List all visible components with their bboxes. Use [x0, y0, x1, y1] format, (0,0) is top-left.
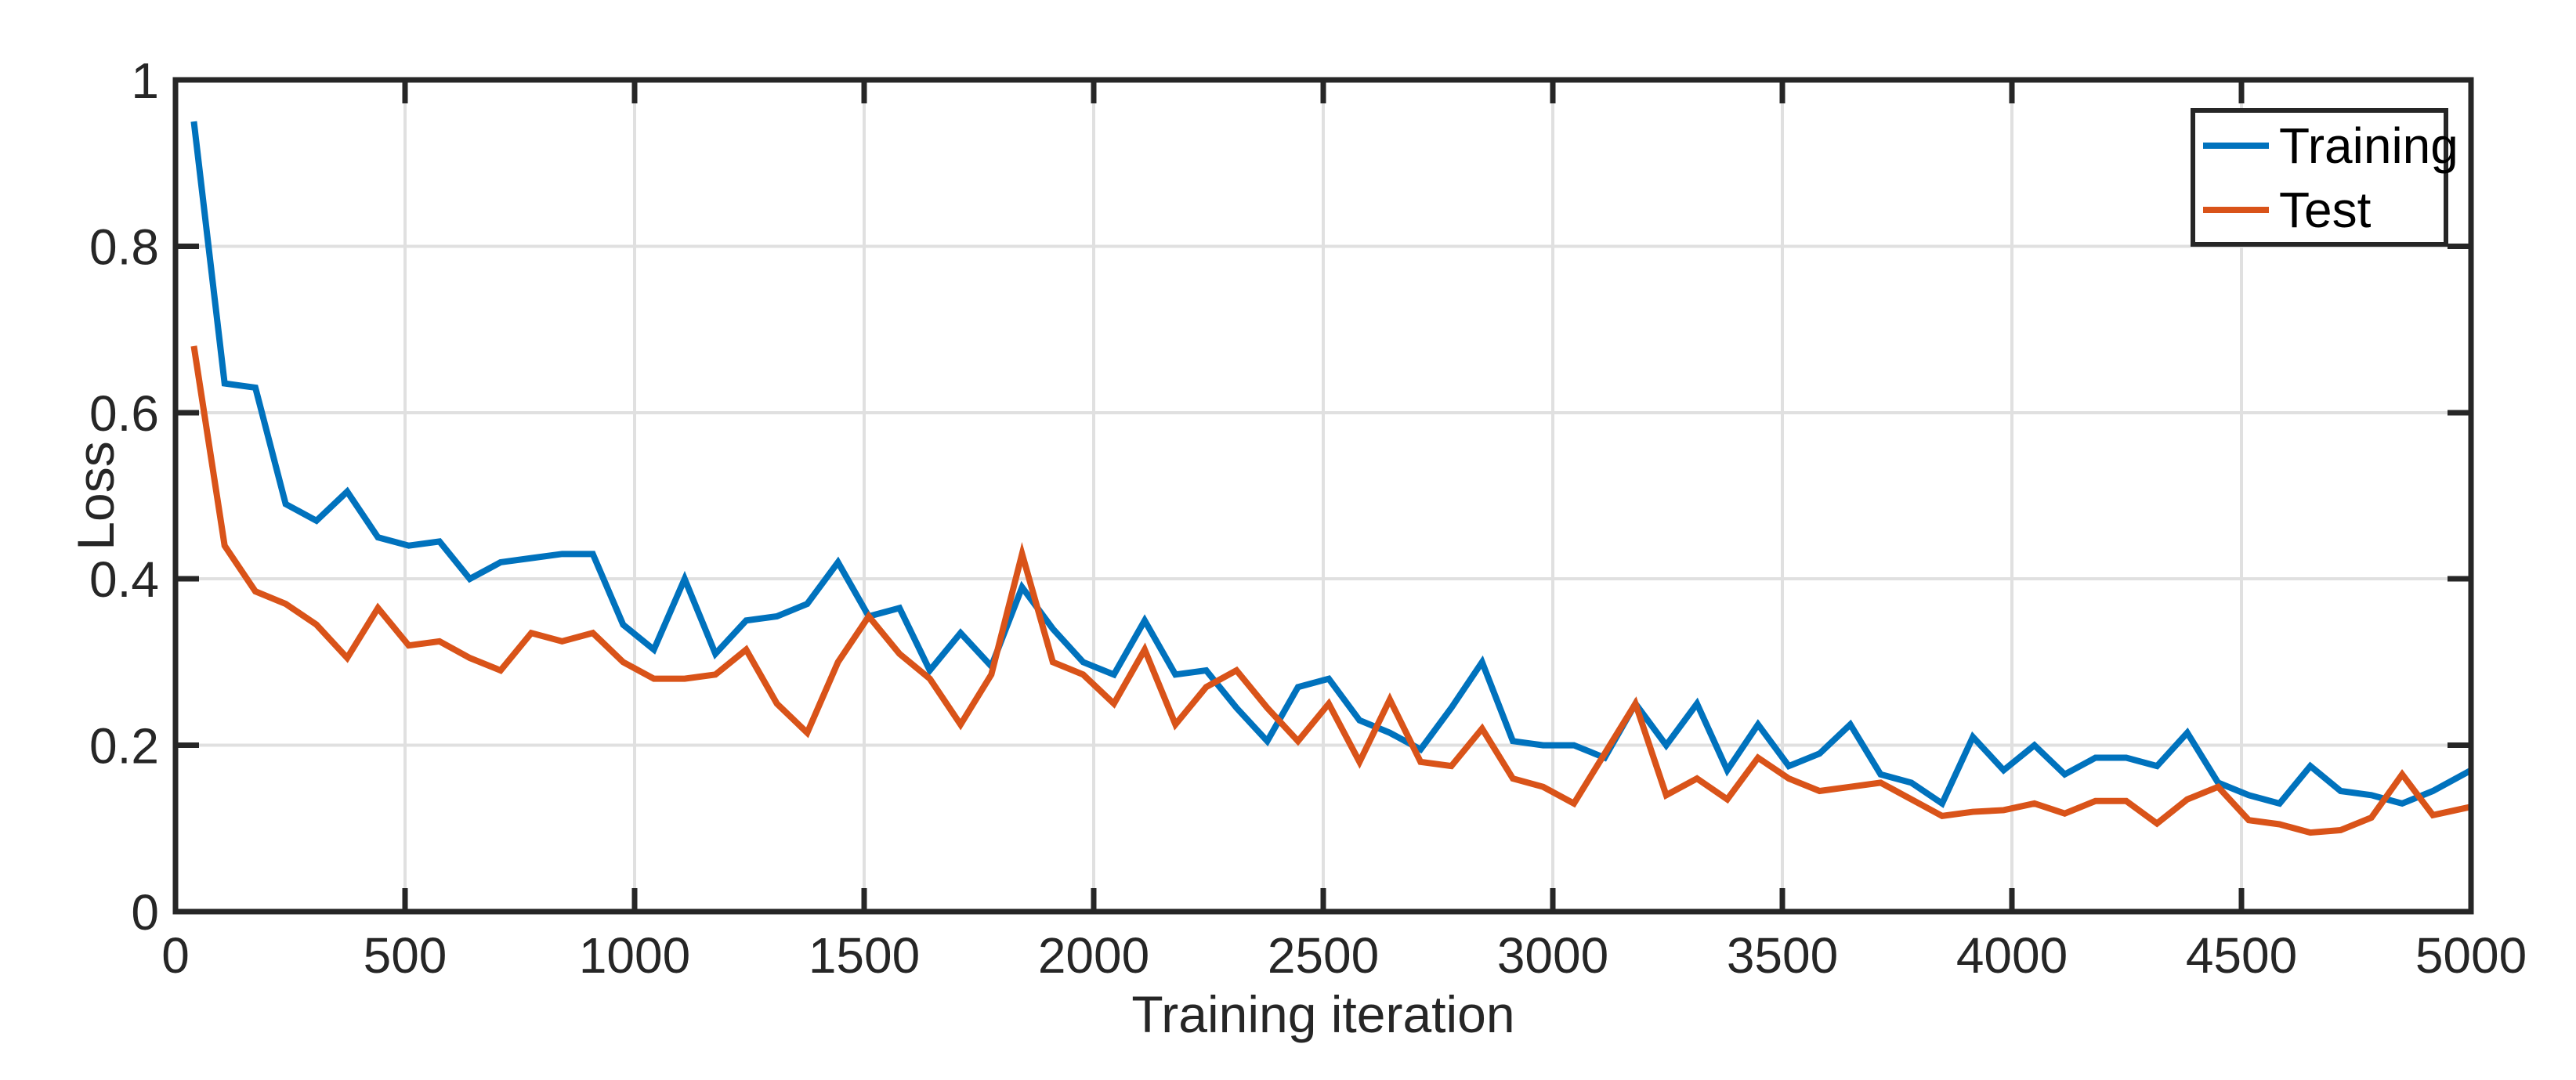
x-tick-label: 0: [161, 927, 190, 984]
y-tick-labels: 0 0.2 0.4 0.6 0.8 1: [89, 52, 159, 941]
y-axis-label: Loss: [67, 441, 125, 550]
legend-test-label: Test: [2279, 181, 2372, 238]
x-tick-labels: 0 500 1000 1500 2000 2500 3000 3500 4000 4500 5000: [161, 927, 2527, 984]
x-tick-label: 5000: [2415, 927, 2527, 984]
legend-entry-training: Training: [2203, 114, 2458, 178]
x-tick-label: 4000: [1956, 927, 2068, 984]
data-series-lines: [190, 121, 2473, 836]
y-tick-label: 0: [131, 884, 159, 941]
legend: Training Test: [2191, 108, 2458, 247]
y-tick-label: 1: [131, 52, 159, 109]
x-tick-label: 500: [364, 927, 447, 984]
legend-training-line-sample-icon: [2203, 142, 2269, 149]
y-tick-label: 0.4: [89, 551, 159, 608]
training-loss-line: [190, 121, 2473, 808]
legend-entry-test: Test: [2203, 178, 2444, 242]
y-tick-label: 0.2: [89, 718, 159, 775]
legend-test-line-sample-icon: [2203, 206, 2269, 213]
x-tick-label: 3000: [1497, 927, 1608, 984]
axes-box: [172, 77, 2474, 915]
x-tick-label: 1500: [809, 927, 920, 984]
y-tick-label: 0.8: [89, 219, 159, 275]
test-loss-line: [190, 345, 2472, 836]
x-tick-label: 2000: [1038, 927, 1149, 984]
grid-lines: [175, 80, 2471, 912]
x-tick-label: 1000: [579, 927, 690, 984]
legend-training-label: Training: [2279, 117, 2458, 174]
x-tick-label: 2500: [1268, 927, 1379, 984]
x-axis-label: Training iteration: [1131, 985, 1514, 1043]
x-tick-label: 3500: [1727, 927, 1838, 984]
x-tick-label: 4500: [2186, 927, 2297, 984]
y-tick-label: 0.6: [89, 385, 159, 442]
